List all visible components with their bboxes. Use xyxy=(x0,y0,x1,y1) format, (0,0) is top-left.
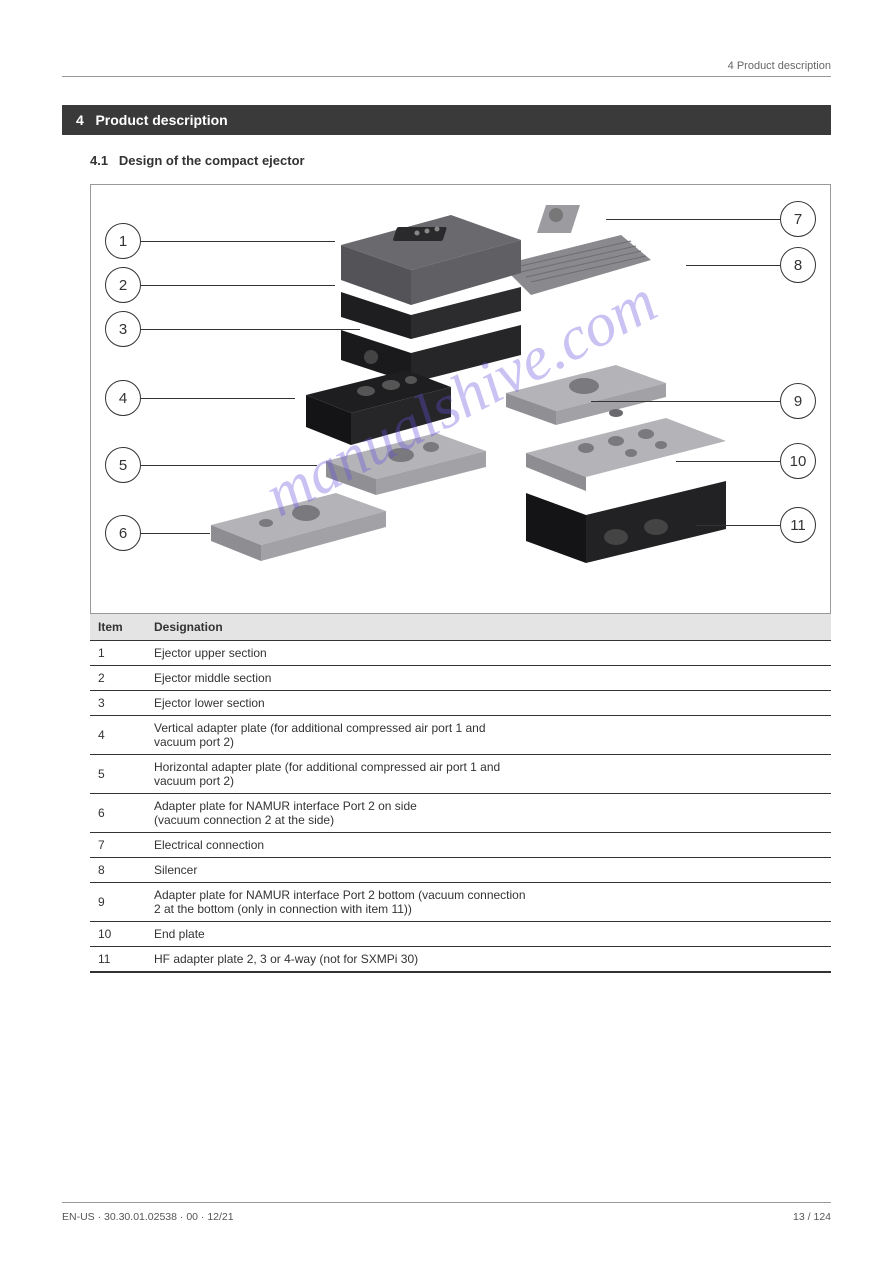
callout-11: 11 xyxy=(696,507,816,543)
callout-1: 1 xyxy=(105,223,335,259)
table-row: 2Ejector middle section xyxy=(90,666,831,691)
cell-designation: Adapter plate for NAMUR interface Port 2… xyxy=(146,883,831,922)
page-footer: EN-US · 30.30.01.02538 · 00 · 12/21 13 /… xyxy=(62,1202,831,1223)
callout-8: 8 xyxy=(686,247,816,283)
top-rule xyxy=(62,76,831,77)
callout-7: 7 xyxy=(606,201,816,237)
parts-table-wrap: Item Designation 1Ejector upper section2… xyxy=(90,614,831,973)
cell-designation: Silencer xyxy=(146,858,831,883)
cell-designation: Ejector middle section xyxy=(146,666,831,691)
cell-designation: End plate xyxy=(146,922,831,947)
callout-6: 6 xyxy=(105,515,210,551)
subsection-number: 4.1 xyxy=(90,153,108,168)
footer-right: 13 / 124 xyxy=(793,1211,831,1223)
cell-item: 9 xyxy=(90,883,146,922)
callout-5: 5 xyxy=(105,447,317,483)
cell-designation: Electrical connection xyxy=(146,833,831,858)
table-row: 10End plate xyxy=(90,922,831,947)
cell-item: 10 xyxy=(90,922,146,947)
callout-3: 3 xyxy=(105,311,360,347)
table-row: 4Vertical adapter plate (for additional … xyxy=(90,716,831,755)
table-row: 6Adapter plate for NAMUR interface Port … xyxy=(90,794,831,833)
cell-designation: Ejector lower section xyxy=(146,691,831,716)
th-designation: Designation xyxy=(146,614,831,641)
section-bar: 4 Product description xyxy=(62,105,831,135)
cell-designation: Ejector upper section xyxy=(146,641,831,666)
callout-10: 10 xyxy=(676,443,816,479)
subsection-title: Design of the compact ejector xyxy=(119,153,305,168)
cell-designation: Adapter plate for NAMUR interface Port 2… xyxy=(146,794,831,833)
cell-item: 6 xyxy=(90,794,146,833)
callout-2: 2 xyxy=(105,267,335,303)
section-number: 4 xyxy=(76,112,84,128)
cell-designation: Vertical adapter plate (for additional c… xyxy=(146,716,831,755)
cell-item: 7 xyxy=(90,833,146,858)
table-row: 3Ejector lower section xyxy=(90,691,831,716)
cell-designation: Horizontal adapter plate (for additional… xyxy=(146,755,831,794)
section-title: Product description xyxy=(95,112,227,128)
cell-item: 3 xyxy=(90,691,146,716)
parts-table: Item Designation 1Ejector upper section2… xyxy=(90,614,831,973)
cell-designation: HF adapter plate 2, 3 or 4-way (not for … xyxy=(146,947,831,973)
callout-9: 9 xyxy=(591,383,816,419)
table-row: 9Adapter plate for NAMUR interface Port … xyxy=(90,883,831,922)
header-chapter: 4 Product description xyxy=(62,60,831,72)
table-row: 8Silencer xyxy=(90,858,831,883)
subsection-heading: 4.1 Design of the compact ejector xyxy=(90,153,831,168)
exploded-view-diagram: manualshive.com 1 2 3 4 5 6 7 8 9 10 11 xyxy=(90,184,831,614)
cell-item: 8 xyxy=(90,858,146,883)
table-row: 1Ejector upper section xyxy=(90,641,831,666)
footer-left: EN-US · 30.30.01.02538 · 00 · 12/21 xyxy=(62,1211,234,1223)
cell-item: 4 xyxy=(90,716,146,755)
cell-item: 11 xyxy=(90,947,146,973)
table-row: 5Horizontal adapter plate (for additiona… xyxy=(90,755,831,794)
table-row: 7Electrical connection xyxy=(90,833,831,858)
cell-item: 5 xyxy=(90,755,146,794)
cell-item: 1 xyxy=(90,641,146,666)
th-item: Item xyxy=(90,614,146,641)
callout-4: 4 xyxy=(105,380,295,416)
table-row: 11HF adapter plate 2, 3 or 4-way (not fo… xyxy=(90,947,831,973)
cell-item: 2 xyxy=(90,666,146,691)
